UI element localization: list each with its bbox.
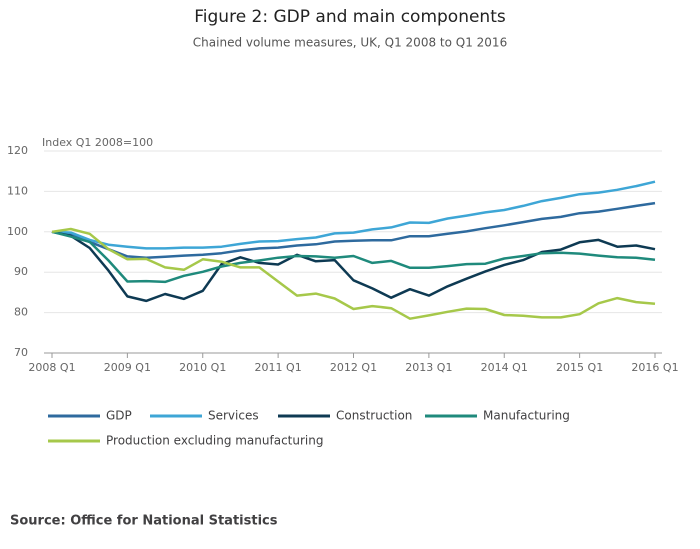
series-line (51, 201, 656, 259)
y-tick-label: 80 (14, 306, 28, 319)
x-tick-label: 2012 Q1 (330, 361, 377, 374)
legend-label: Construction (336, 409, 412, 423)
y-tick-label: 90 (14, 265, 28, 278)
x-tick-label: 2015 Q1 (556, 361, 603, 374)
legend-label: Production excluding manufacturing (106, 434, 323, 448)
x-tick-label: 2013 Q1 (405, 361, 452, 374)
legend-label: Manufacturing (483, 409, 570, 423)
source: Source: Office for National Statistics (10, 514, 278, 529)
legend-label: Services (208, 409, 259, 423)
x-tick-label: 2011 Q1 (255, 361, 302, 374)
y-tick-label: 70 (14, 346, 28, 359)
series-line (51, 227, 656, 320)
y-tick-label: 120 (7, 144, 28, 157)
x-tick-label: 2016 Q1 (631, 361, 678, 374)
y-tick-label: 110 (7, 184, 28, 197)
series-line (51, 180, 656, 250)
y-tick-label: 100 (7, 225, 28, 238)
chart-subtitle: Chained volume measures, UK, Q1 2008 to … (193, 36, 507, 50)
x-tick-label: 2009 Q1 (104, 361, 151, 374)
series-line (51, 230, 656, 284)
y-axis-label: Index Q1 2008=100 (42, 136, 153, 149)
chart-title: Figure 2: GDP and main components (194, 7, 506, 27)
series-line (51, 230, 656, 303)
x-tick-label: 2010 Q1 (179, 361, 226, 374)
x-tick-label: 2014 Q1 (481, 361, 528, 374)
x-tick-label: 2008 Q1 (28, 361, 75, 374)
legend-label: GDP (106, 409, 132, 423)
